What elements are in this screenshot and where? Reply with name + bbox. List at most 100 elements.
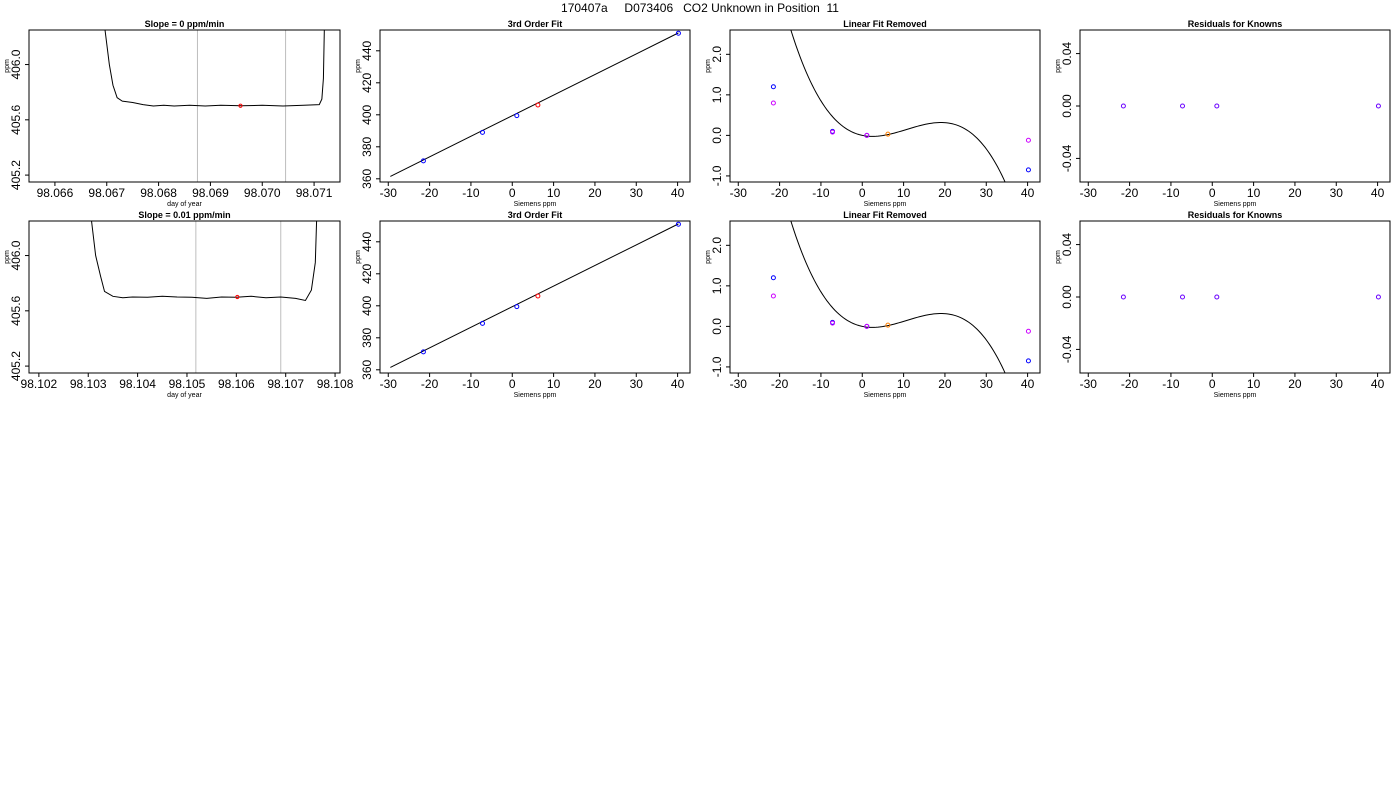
x-tick-label: 0 bbox=[1209, 377, 1216, 391]
y-tick-label: 0.00 bbox=[1060, 285, 1074, 309]
y-tick-label: 400 bbox=[360, 104, 374, 124]
data-point bbox=[1025, 137, 1031, 143]
data-point bbox=[1214, 103, 1220, 109]
y-tick-label: 1.0 bbox=[710, 86, 724, 103]
x-tick-label: 10 bbox=[547, 377, 561, 391]
y-tick-label: 360 bbox=[360, 359, 374, 379]
y-tick-label: 1.0 bbox=[710, 277, 724, 294]
y-tick-label: 440 bbox=[360, 40, 374, 60]
x-tick-label: -30 bbox=[380, 377, 398, 391]
data-point bbox=[1120, 294, 1126, 300]
x-tick-label: 40 bbox=[671, 186, 685, 200]
x-tick-label: 0 bbox=[509, 186, 516, 200]
data-point bbox=[535, 102, 541, 108]
x-tick-label: 98.104 bbox=[119, 377, 156, 391]
plot-frame bbox=[729, 29, 1041, 183]
trace-line bbox=[91, 221, 318, 302]
red-marker bbox=[238, 103, 243, 108]
x-tick-label: -10 bbox=[812, 377, 830, 391]
x-tick-label: -20 bbox=[771, 377, 789, 391]
x-tick-label: 98.107 bbox=[267, 377, 304, 391]
x-tick-label: 30 bbox=[630, 377, 644, 391]
data-point bbox=[1214, 294, 1220, 300]
x-tick-label: 20 bbox=[588, 377, 602, 391]
y-tick-label: 405.2 bbox=[9, 160, 23, 190]
panel-linear-removed-6: Linear Fit Removed -30 -20 -10 0 10 20 30 40 Siem… bbox=[705, 210, 1041, 399]
y-tick-label: 2.0 bbox=[710, 237, 724, 254]
panel-title: Linear Fit Removed bbox=[843, 210, 927, 220]
x-tick-label: -30 bbox=[1080, 377, 1098, 391]
x-tick-label: 98.102 bbox=[21, 377, 58, 391]
x-tick-label: -20 bbox=[1121, 377, 1139, 391]
x-axis-label: Siemens ppm bbox=[864, 201, 907, 208]
x-tick-label: 0 bbox=[859, 186, 866, 200]
plot-frame bbox=[379, 220, 691, 374]
x-tick-label: 98.067 bbox=[88, 186, 125, 200]
x-axis-label: Siemens ppm bbox=[514, 201, 557, 208]
data-point bbox=[675, 30, 681, 36]
x-tick-label: 30 bbox=[980, 377, 994, 391]
data-point bbox=[1375, 294, 1381, 300]
y-tick-label: 405.6 bbox=[9, 104, 23, 134]
y-axis-label: ppm bbox=[1055, 250, 1062, 264]
panel-title: Residuals for Knowns bbox=[1188, 210, 1283, 220]
y-tick-label: 400 bbox=[360, 295, 374, 315]
y-axis-label: ppm bbox=[705, 250, 712, 264]
y-tick-label: 0.00 bbox=[1060, 94, 1074, 118]
x-axis-label: day of year bbox=[167, 392, 202, 399]
data-point bbox=[770, 100, 776, 106]
y-axis-label: ppm bbox=[1055, 59, 1062, 73]
data-point bbox=[1120, 103, 1126, 109]
data-point bbox=[675, 221, 681, 227]
x-tick-label: 40 bbox=[1021, 186, 1035, 200]
y-axis-label: ppm bbox=[705, 59, 712, 73]
x-tick-label: 20 bbox=[588, 186, 602, 200]
data-point bbox=[1375, 103, 1381, 109]
x-tick-label: 98.066 bbox=[37, 186, 74, 200]
page-title: 170407a D073406 CO2 Unknown in Position … bbox=[561, 1, 839, 15]
x-tick-label: 98.108 bbox=[317, 377, 354, 391]
plot-frame bbox=[729, 220, 1041, 374]
fit-line bbox=[390, 223, 679, 368]
panel-residuals-3: Residuals for Knowns -30 -20 -10 0 10 20 30 40 Si… bbox=[1055, 19, 1391, 208]
data-point bbox=[885, 322, 891, 328]
panel-title: Linear Fit Removed bbox=[843, 19, 927, 29]
y-tick-label: 406.0 bbox=[9, 240, 23, 270]
y-axis-label: ppm bbox=[355, 59, 362, 73]
x-tick-label: 10 bbox=[897, 377, 911, 391]
x-tick-label: 20 bbox=[938, 186, 952, 200]
x-tick-label: 0 bbox=[509, 377, 516, 391]
x-tick-label: -20 bbox=[421, 377, 439, 391]
y-tick-label: 420 bbox=[360, 72, 374, 92]
x-tick-label: 30 bbox=[980, 186, 994, 200]
trace-line bbox=[104, 30, 325, 107]
y-tick-label: -0.04 bbox=[1060, 144, 1074, 172]
y-tick-label: 406.0 bbox=[9, 49, 23, 79]
data-point bbox=[885, 131, 891, 137]
y-tick-label: 405.6 bbox=[9, 295, 23, 325]
panel-linear-removed-2: Linear Fit Removed -30 -20 -10 0 10 20 30 40 Siem… bbox=[705, 19, 1041, 208]
data-point bbox=[420, 158, 426, 164]
x-tick-label: 30 bbox=[630, 186, 644, 200]
y-tick-label: -0.04 bbox=[1060, 335, 1074, 363]
x-tick-label: 10 bbox=[1247, 186, 1261, 200]
data-point bbox=[420, 349, 426, 355]
x-tick-label: -10 bbox=[462, 377, 480, 391]
data-point bbox=[864, 323, 870, 329]
x-tick-label: 0 bbox=[1209, 186, 1216, 200]
x-tick-label: -20 bbox=[421, 186, 439, 200]
data-point bbox=[864, 132, 870, 138]
data-point bbox=[1025, 167, 1031, 173]
x-tick-label: -10 bbox=[462, 186, 480, 200]
y-axis-label: ppm bbox=[4, 250, 11, 264]
panel-fit-1: 3rd Order Fit -30 -20 -10 0 10 20 30 40 Siemens p… bbox=[355, 19, 691, 208]
data-point bbox=[1180, 294, 1186, 300]
data-point bbox=[830, 129, 836, 135]
x-axis-label: Siemens ppm bbox=[1214, 201, 1257, 208]
y-tick-label: 420 bbox=[360, 263, 374, 283]
x-tick-label: -10 bbox=[1162, 377, 1180, 391]
plot-frame bbox=[28, 29, 341, 183]
x-tick-label: -10 bbox=[812, 186, 830, 200]
x-tick-label: 10 bbox=[897, 186, 911, 200]
